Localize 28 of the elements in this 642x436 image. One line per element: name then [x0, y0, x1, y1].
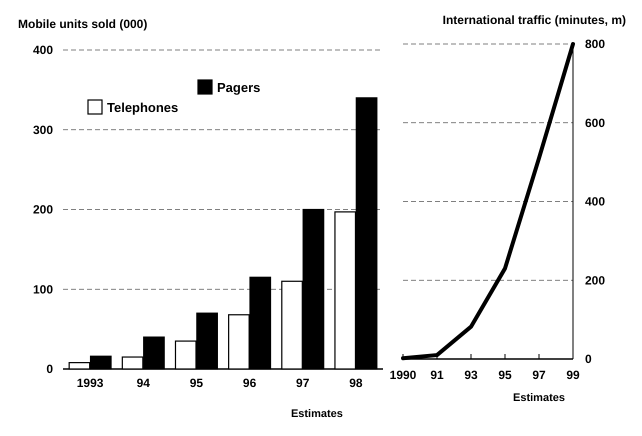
y-tick-label: 300: [32, 122, 54, 137]
x-tick-label: 97: [532, 368, 546, 382]
x-tick-label: 99: [566, 368, 580, 382]
y-tick-label: 200: [32, 202, 54, 217]
x-tick-label: 1993: [76, 376, 104, 390]
y-tick-label: 800: [585, 37, 606, 52]
legend-label: Telephones: [107, 100, 178, 115]
y-tick-label: 0: [46, 362, 54, 376]
text: Estimates: [513, 392, 565, 404]
y-tick-label: 200: [585, 273, 606, 288]
y-tick-label: 0: [585, 352, 592, 366]
legend-label: Pagers: [217, 80, 260, 95]
y-tick-label: 600: [585, 116, 606, 130]
x-tick-label: 98: [349, 376, 363, 390]
y-tick-label: 100: [32, 282, 54, 296]
x-tick-label: 95: [190, 376, 204, 390]
y-tick-label: 400: [32, 43, 54, 58]
y-tick-label: 400: [585, 194, 606, 209]
x-tick-label: 93: [464, 368, 478, 382]
x-tick-label: 1990: [390, 368, 417, 382]
x-tick-label: 97: [296, 376, 310, 390]
text: Estimates: [290, 408, 343, 420]
y2-axis-title: International traffic (minutes, m): [442, 13, 626, 27]
x-tick-label: 91: [430, 368, 444, 382]
y-axis-title: Mobile units sold (000): [18, 17, 148, 31]
x-tick-label: 96: [242, 376, 257, 390]
x-tick-label: 95: [498, 368, 512, 382]
x-tick-label: 94: [136, 376, 150, 390]
